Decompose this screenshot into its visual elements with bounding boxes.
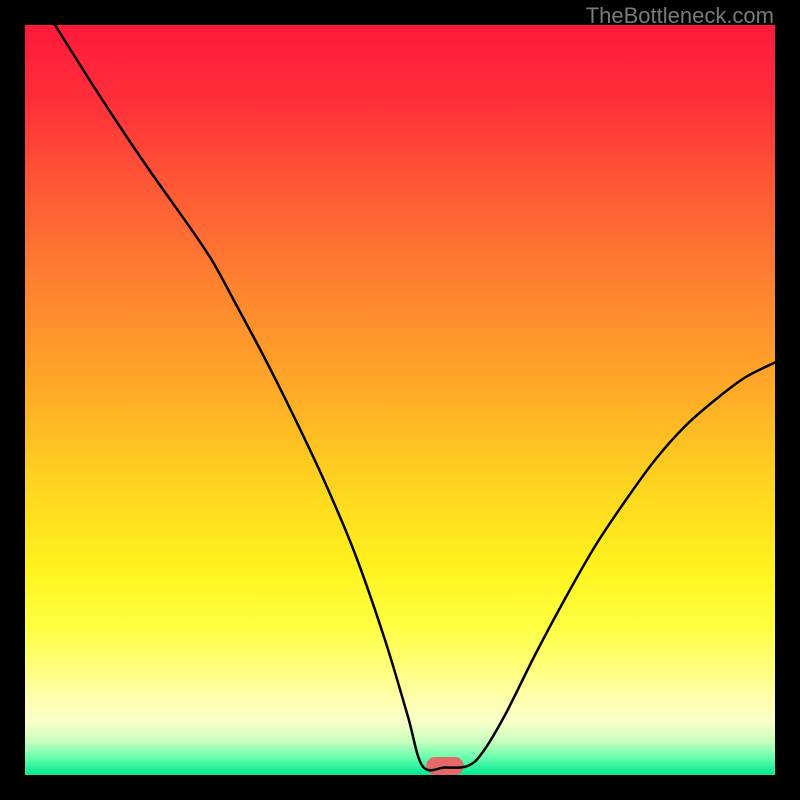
chart-frame: TheBottleneck.com bbox=[0, 0, 800, 800]
watermark-text: TheBottleneck.com bbox=[586, 3, 774, 29]
plot-area bbox=[25, 25, 775, 775]
